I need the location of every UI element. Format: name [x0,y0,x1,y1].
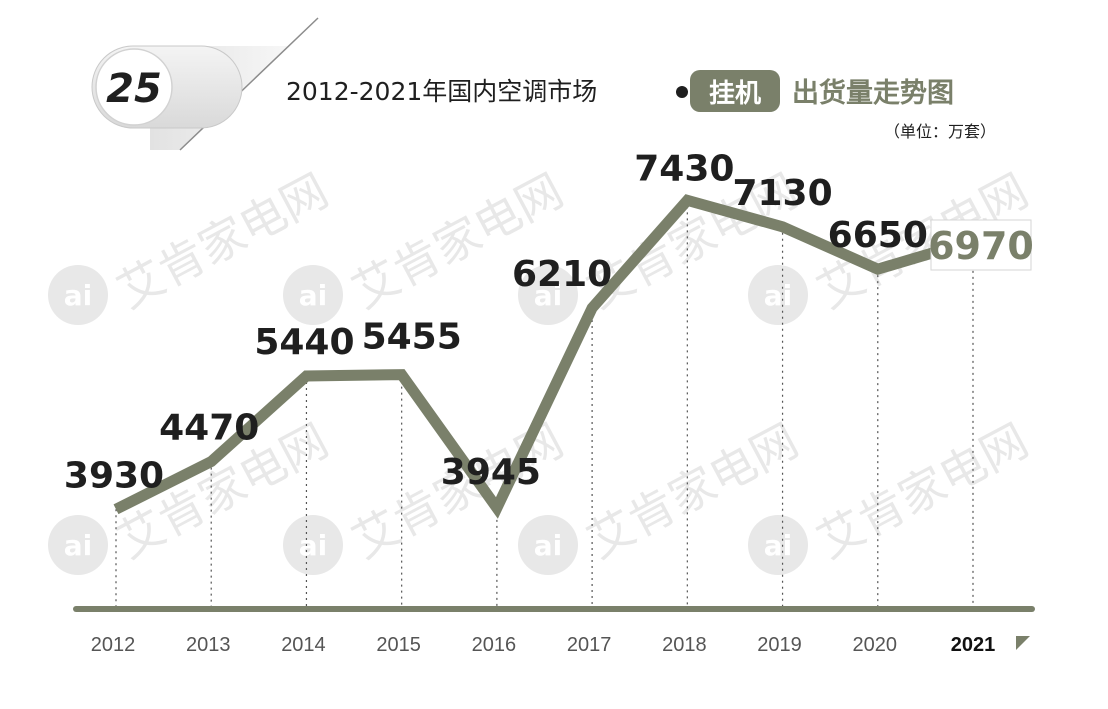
x-tick-label: 2012 [91,634,136,656]
highlight-pill [690,70,780,112]
highlight-value-box [930,219,1032,271]
watermark-logo-icon [283,515,343,575]
drop-lines [115,200,974,607]
chart-title-suffix: 出货量走势图 [792,77,954,109]
highlight-label: 挂机 [709,79,761,109]
watermark-logo-glyph: ai [534,279,563,312]
watermark-text: 艾肯家电网 [808,413,1036,569]
header-badge: 25 [91,17,319,151]
badge-number: 25 [106,66,162,112]
x-tick-label: 2021 [951,634,996,656]
x-tick-label: 2014 [281,634,326,656]
watermark-logo-icon [48,515,108,575]
watermark-logo-glyph: ai [299,529,328,562]
watermark-logo-icon [748,265,808,325]
badge-circle [95,48,173,126]
value-label: 5440 [254,322,354,363]
axis-end-triangle-icon [1016,636,1030,650]
watermark-logo-icon [518,265,578,325]
value-label: 3930 [64,455,164,496]
watermark-logo-icon [48,265,108,325]
value-label: 7130 [732,173,832,214]
x-tick-labels: 2012 2013 2014 2015 2016 2017 2018 2019 2020 2021 [91,634,996,656]
value-label: 4470 [159,408,259,449]
x-tick-label: 2017 [567,634,612,656]
watermark-logo-glyph: ai [764,529,793,562]
x-tick-label: 2018 [662,634,707,656]
unit-label: （单位：万套） [884,122,996,141]
chart-title-prefix: 2012-2021年国内空调市场 [286,77,597,106]
value-label: 6210 [512,254,612,295]
x-tick-label: 2020 [853,634,898,656]
watermark-logo-glyph: ai [534,529,563,562]
watermark-logo-glyph: ai [299,279,328,312]
title-bullet-icon [676,86,688,98]
series-line [113,194,969,519]
watermark-logo-icon [283,265,343,325]
watermark-logo-icon [748,515,808,575]
x-tick-label: 2016 [472,634,517,656]
value-label: 6650 [828,215,928,256]
watermark-logo-glyph: ai [64,529,93,562]
watermark-logo-glyph: ai [64,279,93,312]
x-tick-label: 2019 [757,634,802,656]
watermark-logo-glyph: ai [764,279,793,312]
watermark-logo-icon [518,515,578,575]
value-label: 7430 [634,148,734,189]
value-label: 5455 [362,317,462,358]
value-label: 6970 [928,224,1034,268]
x-tick-label: 2013 [186,634,231,656]
value-label: 3945 [441,452,541,493]
x-tick-label: 2015 [376,634,421,656]
